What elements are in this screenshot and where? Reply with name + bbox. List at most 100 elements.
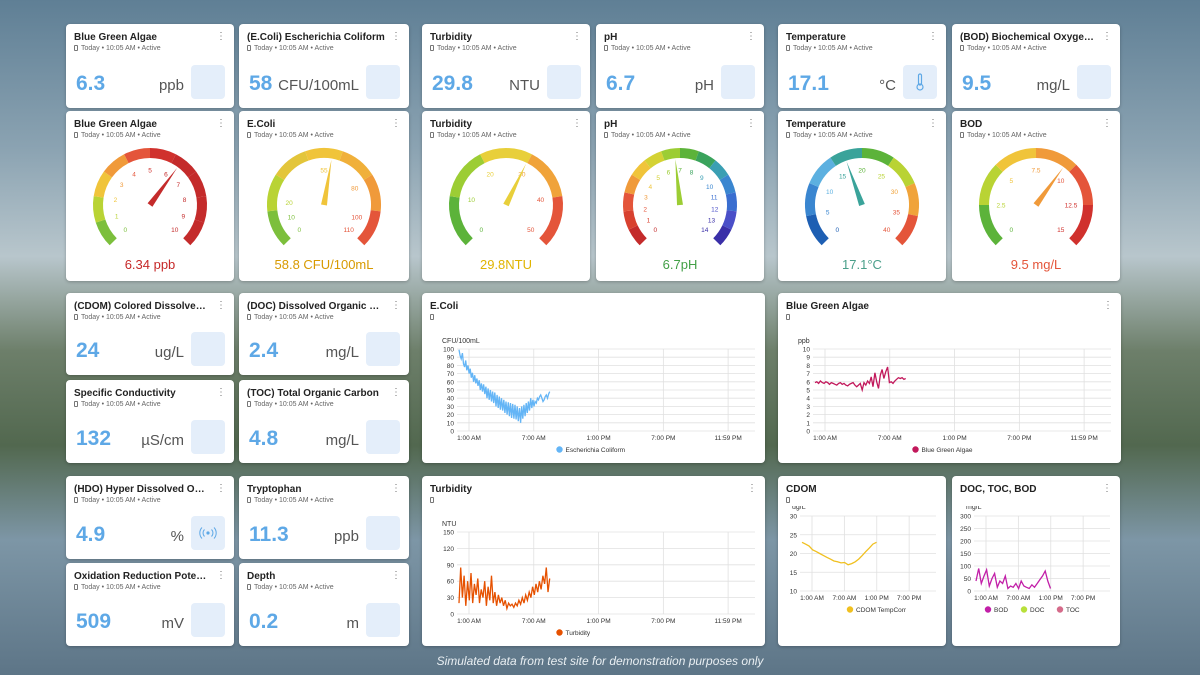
gauge-tick-label: 20 <box>486 171 494 178</box>
chart-title: DOC, TOC, BOD <box>960 484 1037 495</box>
gauge-segment <box>695 151 716 169</box>
y-tick-label: 60 <box>447 579 455 586</box>
kpi-value: 6.3 <box>76 72 106 95</box>
kpi-card-temperature[interactable]: Temperature Today • 10:05 AM • Active ⋮ … <box>778 24 946 108</box>
more-menu-icon[interactable]: ⋮ <box>572 31 582 42</box>
kpi-card-conductivity[interactable]: Specific Conductivity Today • 10:05 AM •… <box>66 380 234 463</box>
signal-icon <box>191 516 225 550</box>
legend-marker <box>1020 606 1028 613</box>
chart-card-cdom[interactable]: CDOM ug/L 10 15 20 25 30 1:00 AM 7:00 AM 1:00 PM… <box>778 476 946 646</box>
kpi-card-tryptophan[interactable]: Tryptophan Today • 10:05 AM • Active ⋮ 1… <box>239 476 409 559</box>
kpi-value: 6.7 <box>606 72 636 95</box>
gauge-tick-label: 5 <box>656 175 660 182</box>
gauge-segment <box>449 154 485 198</box>
more-menu-icon[interactable]: ⋮ <box>216 118 226 129</box>
kpi-card-depth[interactable]: Depth Today • 10:05 AM • Active ⋮ 0.2 m <box>239 563 409 646</box>
gauge-tick-label: 2.5 <box>996 203 1005 210</box>
more-menu-icon[interactable]: ⋮ <box>216 300 226 311</box>
legend-label: TOC <box>1066 607 1080 614</box>
device-icon <box>430 497 434 503</box>
more-menu-icon[interactable]: ⋮ <box>928 31 938 42</box>
kpi-card-hdo[interactable]: (HDO) Hyper Dissolved Oxygen Today • 10:… <box>66 476 234 559</box>
gauge-segment <box>713 225 732 246</box>
legend-marker <box>846 606 854 613</box>
gauge-card-bga[interactable]: Blue Green Algae Today • 10:05 AM • Acti… <box>66 111 234 281</box>
kpi-card-cdom[interactable]: (CDOM) Colored Dissolved Organic Matter … <box>66 293 234 375</box>
more-menu-icon[interactable]: ⋮ <box>391 118 401 129</box>
kpi-title: Specific Conductivity <box>74 388 176 399</box>
more-menu-icon[interactable]: ⋮ <box>391 570 401 581</box>
more-menu-icon[interactable]: ⋮ <box>216 483 226 494</box>
kpi-card-orp[interactable]: Oxidation Reduction Potential Today • 10… <box>66 563 234 646</box>
more-menu-icon[interactable]: ⋮ <box>1102 118 1112 129</box>
kpi-card-ecoli[interactable]: (E.Coli) Escherichia Coliform Today • 10… <box>239 24 409 108</box>
more-menu-icon[interactable]: ⋮ <box>216 31 226 42</box>
device-icon <box>247 401 251 407</box>
more-menu-icon[interactable]: ⋮ <box>746 31 756 42</box>
more-menu-icon[interactable]: ⋮ <box>391 300 401 311</box>
gauge-tick-label: 6 <box>667 169 671 176</box>
kpi-card-turbidity[interactable]: Turbidity Today • 10:05 AM • Active ⋮ 29… <box>422 24 590 108</box>
more-menu-icon[interactable]: ⋮ <box>391 387 401 398</box>
chart-card-turbidity[interactable]: Turbidity ⋮ NTU 0 30 60 90 120 150 1:00 AM 7:00 … <box>422 476 765 646</box>
series-line <box>814 366 906 393</box>
kpi-title: Turbidity <box>430 32 473 43</box>
more-menu-icon[interactable]: ⋮ <box>216 570 226 581</box>
more-menu-icon[interactable]: ⋮ <box>1102 483 1112 494</box>
kpi-status: Today • 10:05 AM • Active <box>786 45 873 52</box>
more-menu-icon[interactable]: ⋮ <box>572 118 582 129</box>
kpi-card-doc[interactable]: (DOC) Dissolved Organic Carbon Today • 1… <box>239 293 409 375</box>
more-menu-icon[interactable]: ⋮ <box>746 118 756 129</box>
gauge-tick-label: 8 <box>183 197 187 204</box>
chart-card-doc-toc-bod[interactable]: DOC, TOC, BOD ⋮ mg/L 0 50 100 150 200 250 300 1:… <box>952 476 1120 646</box>
x-tick-label: 7:00 AM <box>832 595 856 602</box>
x-tick-label: 7:00 AM <box>522 618 546 625</box>
legend-marker <box>1056 606 1064 613</box>
gauge-segment <box>149 148 176 164</box>
gauge-tick-label: 6 <box>164 171 168 178</box>
gauge-tick-label: 12 <box>711 206 719 213</box>
gauge-card-bod[interactable]: BOD Today • 10:05 AM • Active ⋮ 0 2.5 5 7.5… <box>952 111 1120 281</box>
kpi-value: 17.1 <box>788 72 829 95</box>
kpi-card-bga[interactable]: Blue Green Algae Today • 10:05 AM • Acti… <box>66 24 234 108</box>
gauge-tick-label: 30 <box>518 171 526 178</box>
gauge-tick-label: 80 <box>351 186 359 193</box>
gauge-needle <box>675 159 683 206</box>
gauge-card-ecoli[interactable]: E.Coli Today • 10:05 AM • Active ⋮ 0 10 20… <box>239 111 409 281</box>
more-menu-icon[interactable]: ⋮ <box>391 483 401 494</box>
y-axis-label: ug/L <box>792 506 806 511</box>
gauge-dial: 0 10 20 30 40 50 <box>449 148 563 246</box>
y-tick-label: 20 <box>790 551 798 558</box>
legend-label: CDOM TempCorr <box>856 607 907 614</box>
more-menu-icon[interactable]: ⋮ <box>1103 300 1113 311</box>
kpi-title: (E.Coli) Escherichia Coliform <box>247 32 385 43</box>
kpi-card-bod[interactable]: (BOD) Biochemical Oxygen Demand Today • … <box>952 24 1120 108</box>
more-menu-icon[interactable]: ⋮ <box>747 483 757 494</box>
y-tick-label: 50 <box>964 576 972 583</box>
gauge-segment <box>267 210 291 246</box>
gauge-card-temperature[interactable]: Temperature Today • 10:05 AM • Active ⋮ … <box>778 111 946 281</box>
gauge-card-turbidity[interactable]: Turbidity Today • 10:05 AM • Active ⋮ 0 1… <box>422 111 590 281</box>
more-menu-icon[interactable]: ⋮ <box>391 31 401 42</box>
gauge-needle <box>147 167 178 207</box>
kpi-unit: ug/L <box>154 344 184 361</box>
more-menu-icon[interactable]: ⋮ <box>216 387 226 398</box>
gauge-tick-label: 100 <box>351 215 362 222</box>
kpi-value: 0.2 <box>249 610 279 633</box>
more-menu-icon[interactable]: ⋮ <box>928 118 938 129</box>
y-tick-label: 30 <box>790 514 798 521</box>
y-tick-label: 60 <box>447 379 455 386</box>
more-menu-icon[interactable]: ⋮ <box>1102 31 1112 42</box>
x-tick-label: 7:00 PM <box>1071 595 1095 602</box>
kpi-unit: NTU <box>509 77 540 94</box>
gauge-tick-label: 15 <box>1057 227 1065 234</box>
gauge-readout: 6.34 ppb <box>124 257 176 272</box>
kpi-unit: mg/L <box>325 432 359 449</box>
device-icon <box>247 45 251 51</box>
gauge-status: Today • 10:05 AM • Active <box>604 132 691 139</box>
kpi-card-toc[interactable]: (TOC) Total Organic Carbon Today • 10:05… <box>239 380 409 463</box>
chart-card-bga[interactable]: Blue Green Algae ⋮ ppb 0 1 2 3 4 5 6 7 8 9 10 1:00 A… <box>778 293 1121 463</box>
chart-card-ecoli[interactable]: E.Coli CFU/100mL 0 10 20 30 40 50 60 70 80 90 100 1:… <box>422 293 765 463</box>
kpi-card-ph[interactable]: pH Today • 10:05 AM • Active ⋮ 6.7 pH <box>596 24 764 108</box>
